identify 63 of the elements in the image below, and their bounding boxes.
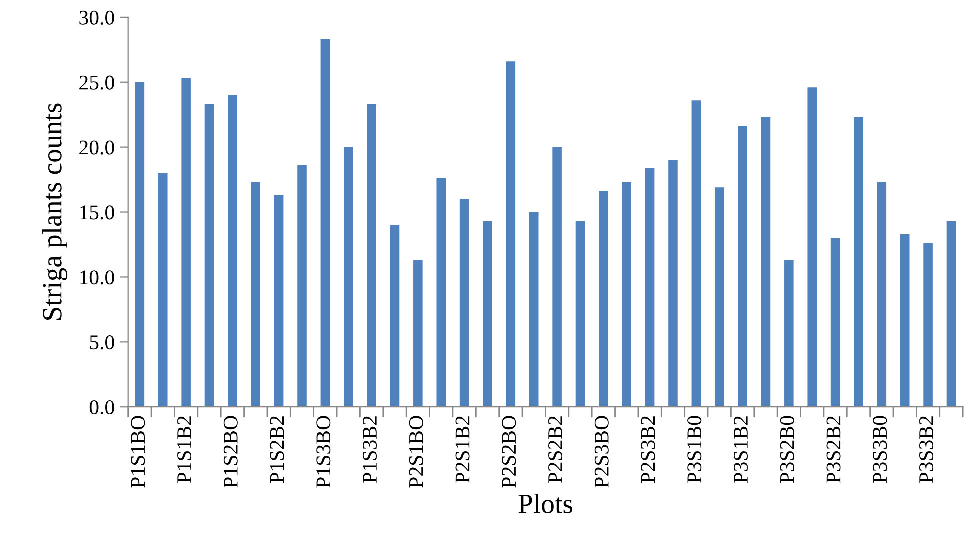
x-axis-title: Plots <box>518 494 572 514</box>
bar <box>714 188 724 408</box>
bar <box>854 117 864 408</box>
bar <box>390 225 400 408</box>
bar <box>784 260 794 408</box>
bar <box>692 100 702 408</box>
x-tick-label: P2S3BO <box>594 416 609 488</box>
x-tick-label: P1S2B2 <box>270 416 284 484</box>
y-tick-label: 10.0 <box>80 270 114 285</box>
bar <box>228 95 238 408</box>
bar <box>738 126 748 408</box>
bar <box>924 243 933 408</box>
bar <box>877 182 887 408</box>
bar <box>599 191 608 408</box>
y-tick-label: 0.0 <box>90 400 114 415</box>
bar <box>320 40 330 408</box>
y-tick-label: 20.0 <box>80 140 114 155</box>
x-tick-label: P2S1B2 <box>456 416 470 484</box>
x-tick-label: P1S3BO <box>316 416 331 488</box>
bar <box>808 88 817 408</box>
bar <box>251 182 261 408</box>
bar <box>483 221 492 408</box>
bar <box>344 147 354 408</box>
y-tick-label: 15.0 <box>80 206 114 220</box>
x-tick-label: P3S1B0 <box>688 416 702 484</box>
bar <box>761 117 771 408</box>
bar <box>830 238 840 408</box>
x-tick-label: P1S2BO <box>224 416 238 488</box>
bar <box>946 221 956 408</box>
y-tick-label: 5.0 <box>90 336 114 350</box>
bar <box>274 195 284 408</box>
x-tick-label: P3S3B0 <box>873 416 888 484</box>
bar <box>506 62 516 408</box>
bar <box>529 212 539 408</box>
bar <box>367 104 376 408</box>
x-tick-label: P2S2BO <box>502 416 516 488</box>
y-tick-label: 30.0 <box>80 10 114 25</box>
x-tick-label: P2S2B2 <box>548 416 563 484</box>
bar <box>298 166 307 408</box>
x-tick-label: P2S3B2 <box>641 416 656 484</box>
bar <box>668 160 678 408</box>
y-tick-label: 25.0 <box>80 76 114 90</box>
bar <box>576 221 586 408</box>
y-axis-title: Striga plants counts <box>42 104 68 320</box>
x-tick-label: P2S1BO <box>409 416 424 488</box>
x-tick-label: P3S2B2 <box>826 416 841 484</box>
x-tick-label: P3S2B0 <box>780 416 794 484</box>
x-tick-label: P3S3B2 <box>920 416 934 484</box>
bar <box>436 178 446 408</box>
bar <box>158 173 168 408</box>
bar <box>552 147 562 408</box>
bar <box>622 182 632 408</box>
bar <box>414 260 423 408</box>
bar <box>460 199 470 408</box>
bar <box>204 104 214 408</box>
x-tick-label: P3S1B2 <box>734 416 748 484</box>
x-tick-label: P1S3B2 <box>363 416 378 484</box>
bar <box>182 78 191 408</box>
bar <box>645 168 655 408</box>
bar <box>900 234 910 408</box>
x-tick-label: P1S1B2 <box>178 416 192 484</box>
bar <box>135 82 145 408</box>
x-tick-label: P1S1BO <box>131 416 146 488</box>
